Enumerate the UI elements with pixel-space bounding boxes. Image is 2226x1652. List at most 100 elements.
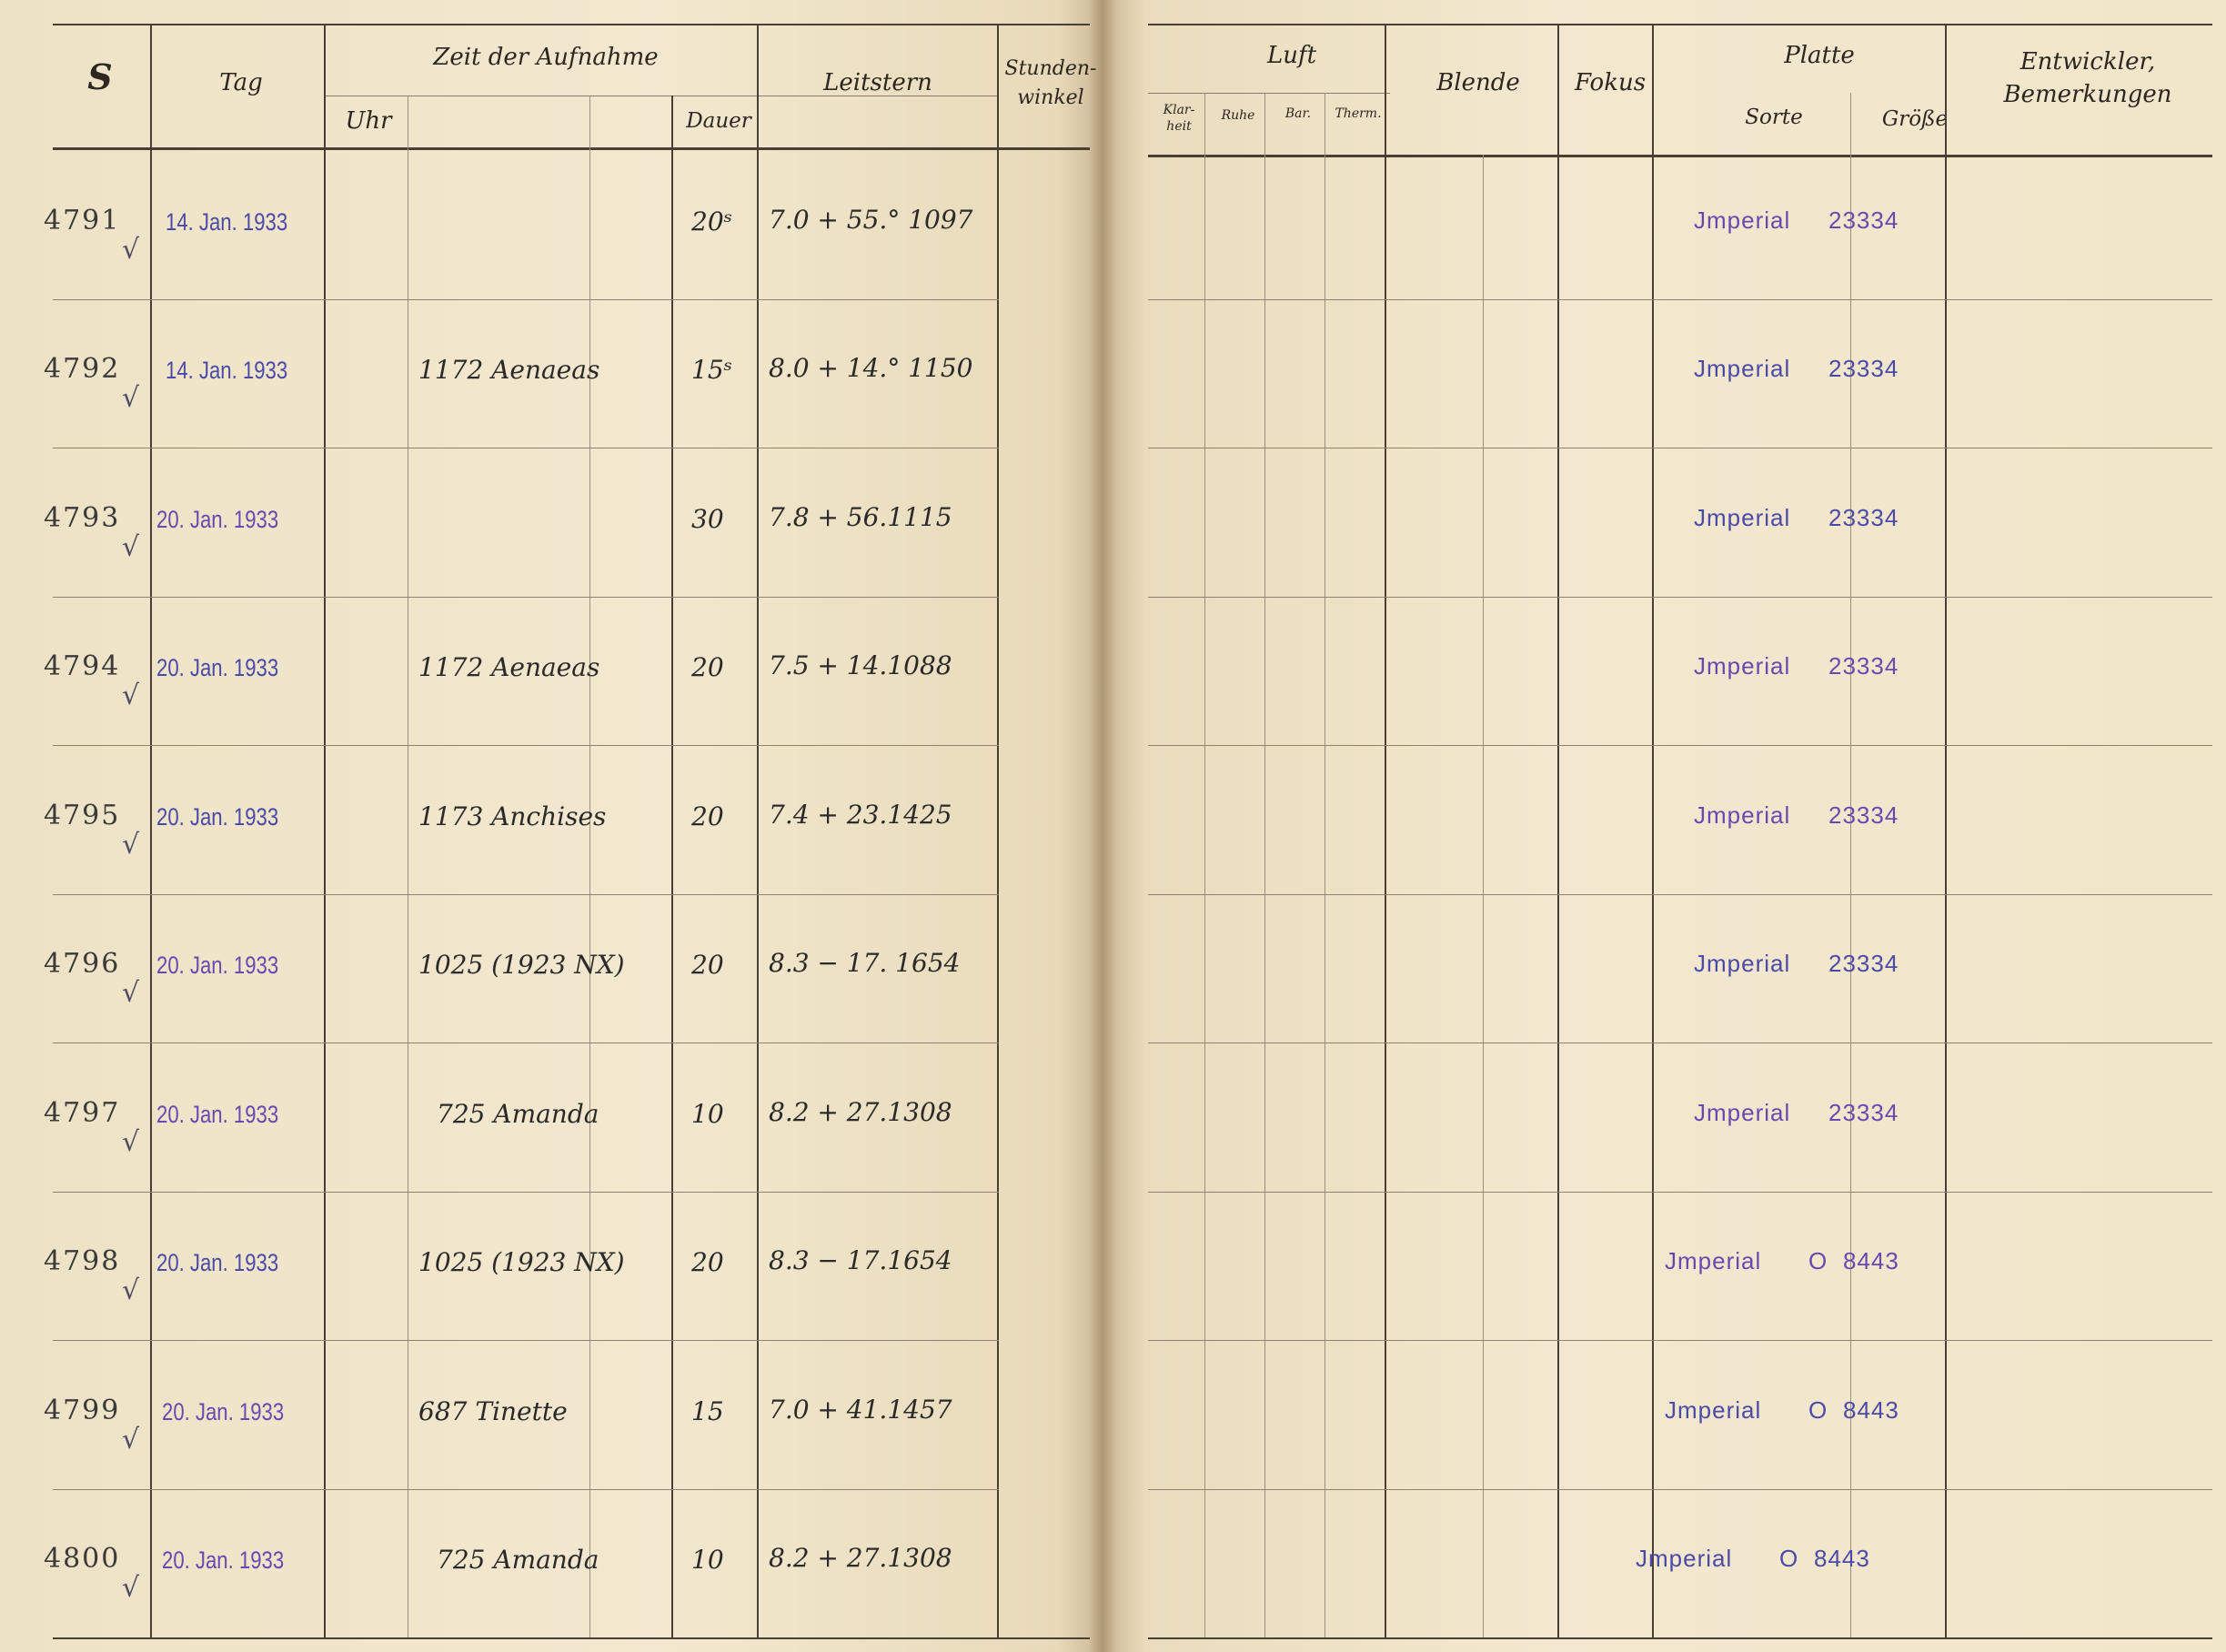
plate-code-zero: O	[1808, 1395, 1828, 1424]
entry-number: 4797	[44, 1096, 121, 1129]
guide-star: 8.2 + 27.1308	[769, 1096, 952, 1127]
object-name: 1172 Aenaeas	[418, 652, 600, 683]
header-tag: Tag	[219, 69, 263, 96]
entry-number: 4793	[44, 501, 121, 534]
plate-size-stamp: 23334	[1828, 801, 1899, 829]
guide-star: 8.3 − 17. 1654	[769, 948, 961, 979]
guide-star: 8.3 − 17.1654	[769, 1245, 952, 1276]
col-rule	[589, 96, 590, 1638]
col-rule	[1850, 93, 1851, 1638]
footer-rule	[1148, 1637, 2212, 1639]
entry-number: 4796	[44, 948, 121, 981]
plate-code-zero: O	[1808, 1247, 1828, 1275]
header-zeit: Zeit der Aufnahme	[433, 44, 659, 71]
date-stamp: 20. Jan. 1933	[156, 952, 279, 980]
check-mark: √	[122, 1423, 140, 1456]
entry-number: 4794	[44, 650, 121, 683]
exposure-duration: 15	[691, 1395, 724, 1426]
row-rule	[53, 1488, 999, 1490]
header-blende: Blende	[1436, 69, 1520, 96]
entry-number: 4792	[44, 353, 121, 386]
header-entwickler: Entwickler, Bemerkungen	[2003, 48, 2172, 108]
plate-size-stamp: 8443	[1814, 1545, 1870, 1573]
header-dauer: Dauer	[686, 109, 751, 133]
date-stamp: 20. Jan. 1933	[156, 505, 279, 533]
exposure-duration: 15ˢ	[691, 355, 733, 386]
check-mark: √	[122, 680, 140, 712]
exposure-duration: 10	[691, 1098, 724, 1129]
row-rule	[1148, 1488, 2212, 1490]
check-mark: √	[122, 1125, 140, 1158]
col-rule	[1483, 155, 1484, 1638]
col-rule	[1385, 24, 1386, 1638]
object-name: 687 Tinette	[418, 1395, 568, 1426]
header-leitstern: Leitstern	[823, 69, 932, 96]
date-stamp: 20. Jan. 1933	[162, 1546, 285, 1575]
col-rule	[1264, 93, 1265, 1638]
header-therm: Therm.	[1335, 106, 1382, 121]
object-name: 1173 Anchises	[418, 801, 607, 831]
exposure-duration: 30	[691, 503, 724, 534]
plate-sort-stamp: Jmperial	[1636, 1545, 1733, 1573]
plate-sort-stamp: Jmperial	[1665, 1395, 1762, 1424]
guide-star: 7.0 + 41.1457	[769, 1394, 952, 1425]
col-rule	[1204, 93, 1205, 1638]
row-rule	[53, 893, 999, 895]
date-stamp: 14. Jan. 1933	[166, 207, 288, 236]
entry-number: 4799	[44, 1394, 121, 1426]
header-bottom-rule	[53, 147, 1090, 150]
guide-star: 7.4 + 23.1425	[769, 799, 952, 830]
plate-sort-stamp: Jmperial	[1694, 1098, 1791, 1126]
entry-number: 4798	[44, 1245, 121, 1278]
object-name: 725 Amanda	[437, 1545, 599, 1576]
row-rule	[53, 596, 999, 598]
plate-size-stamp: 8443	[1843, 1247, 1899, 1275]
header-bar: Bar.	[1284, 106, 1312, 121]
plate-sort-stamp: Jmperial	[1694, 652, 1791, 680]
header-top-rule	[53, 24, 1090, 25]
plate-sort-stamp: Jmperial	[1694, 950, 1791, 978]
row-rule	[1148, 298, 2212, 300]
guide-star: 8.2 + 27.1308	[769, 1543, 952, 1574]
col-rule	[671, 96, 673, 1638]
col-rule	[324, 24, 326, 1638]
plate-sort-stamp: Jmperial	[1694, 801, 1791, 829]
exposure-duration: 20ˢ	[691, 206, 733, 237]
guide-star: 7.5 + 14.1088	[769, 650, 952, 681]
date-stamp: 20. Jan. 1933	[156, 1100, 279, 1128]
row-rule	[53, 745, 999, 746]
footer-rule	[53, 1637, 1090, 1639]
left-page: S Tag Zeit der Aufnahme Uhr Dauer Leitst…	[0, 0, 1101, 1652]
row-rule	[1148, 596, 2212, 598]
date-stamp: 20. Jan. 1933	[156, 654, 279, 682]
exposure-duration: 20	[691, 801, 724, 831]
plate-size-stamp: 23334	[1828, 206, 1899, 234]
guide-star: 8.0 + 14.° 1150	[769, 353, 973, 384]
exposure-duration: 20	[691, 1247, 724, 1278]
plate-size-stamp: 23334	[1828, 950, 1899, 978]
header-groesse: Größe	[1881, 107, 1949, 131]
col-rule	[1557, 24, 1559, 1638]
row-rule	[1148, 1191, 2212, 1193]
book-spine	[1088, 0, 1117, 1652]
header-s: S	[87, 56, 113, 97]
row-rule	[53, 1191, 999, 1193]
object-name: 1025 (1923 NX)	[418, 950, 625, 981]
row-rule	[53, 298, 999, 300]
plate-code-zero: O	[1779, 1545, 1799, 1573]
header-platte: Platte	[1784, 42, 1855, 69]
row-rule	[1148, 1340, 2212, 1341]
row-rule	[53, 1340, 999, 1341]
col-rule	[757, 24, 759, 1638]
check-mark: √	[122, 977, 140, 1010]
plate-size-stamp: 8443	[1843, 1395, 1899, 1424]
plate-sort-stamp: Jmperial	[1694, 503, 1791, 531]
exposure-duration: 20	[691, 652, 724, 683]
check-mark: √	[122, 1572, 140, 1605]
object-name: 1172 Aenaeas	[418, 355, 600, 386]
col-rule	[150, 24, 152, 1638]
check-mark: √	[122, 530, 140, 563]
luft-subrule	[1148, 93, 1390, 94]
plate-size-stamp: 23334	[1828, 503, 1899, 531]
col-rule	[1652, 24, 1654, 1638]
